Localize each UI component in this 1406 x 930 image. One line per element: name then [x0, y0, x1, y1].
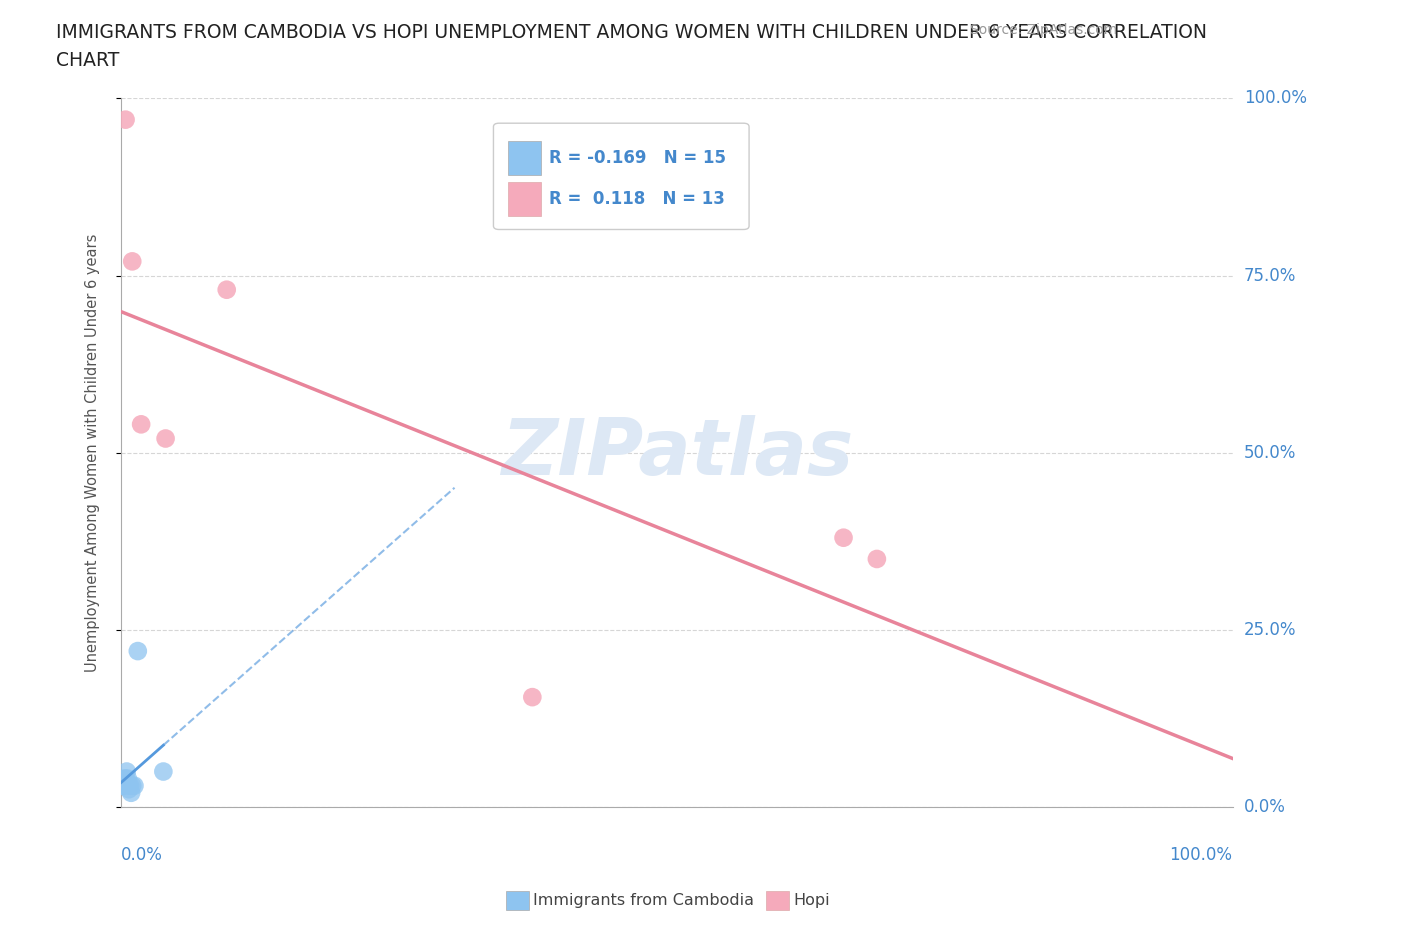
Bar [508, 141, 541, 175]
Text: R = -0.169   N = 15: R = -0.169 N = 15 [548, 149, 725, 166]
Text: 100.0%: 100.0% [1170, 846, 1233, 864]
Text: 25.0%: 25.0% [1244, 621, 1296, 639]
Text: CHART: CHART [56, 51, 120, 70]
Point [115, 775, 138, 790]
Text: 0.0%: 0.0% [121, 846, 163, 864]
Point [124, 778, 146, 793]
Point [121, 778, 143, 793]
Text: IMMIGRANTS FROM CAMBODIA VS HOPI UNEMPLOYMENT AMONG WOMEN WITH CHILDREN UNDER 6 : IMMIGRANTS FROM CAMBODIA VS HOPI UNEMPLO… [56, 23, 1208, 42]
Y-axis label: Unemployment Among Women with Children Under 6 years: Unemployment Among Women with Children U… [86, 233, 100, 671]
Point [121, 254, 143, 269]
Point [866, 551, 889, 566]
Text: R =  0.118   N = 13: R = 0.118 N = 13 [548, 190, 725, 208]
Point [832, 530, 855, 545]
Text: Hopi: Hopi [793, 893, 830, 908]
Point [127, 644, 149, 658]
Point [114, 771, 136, 786]
Point [120, 785, 142, 800]
Point [115, 764, 138, 779]
Point [118, 782, 141, 797]
Text: ZIPatlas: ZIPatlas [501, 415, 853, 491]
Point [117, 771, 139, 786]
Point [522, 690, 544, 705]
Text: 75.0%: 75.0% [1244, 267, 1296, 285]
Point [155, 432, 177, 446]
Text: 100.0%: 100.0% [1244, 89, 1306, 107]
Text: Immigrants from Cambodia: Immigrants from Cambodia [533, 893, 754, 908]
Bar [508, 182, 541, 216]
Text: Source: ZipAtlas.com: Source: ZipAtlas.com [970, 23, 1118, 37]
Text: 50.0%: 50.0% [1244, 444, 1296, 461]
Text: 0.0%: 0.0% [1244, 798, 1285, 816]
Point [118, 778, 141, 793]
FancyBboxPatch shape [494, 123, 749, 230]
Point [114, 771, 136, 786]
Point [118, 778, 141, 793]
Point [111, 778, 134, 793]
Point [114, 113, 136, 127]
Point [129, 417, 152, 432]
Point [112, 778, 135, 793]
Point [215, 283, 238, 298]
Point [152, 764, 174, 779]
